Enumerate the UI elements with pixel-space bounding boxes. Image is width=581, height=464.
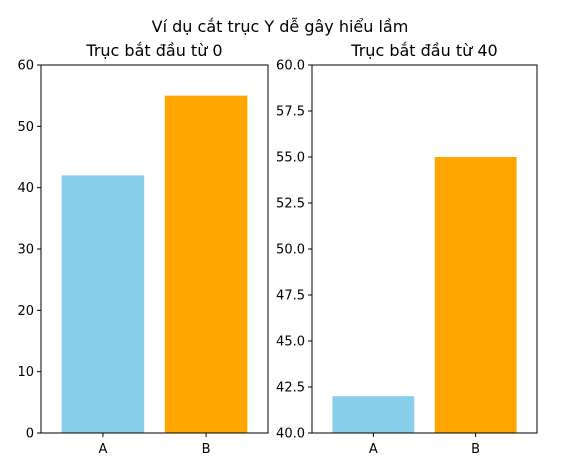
left-x-tick-label-a: A xyxy=(98,442,107,457)
right-y-tick-label: 45.0 xyxy=(276,335,305,350)
left-x-tick-label-b: B xyxy=(202,442,211,457)
right-bar-b xyxy=(434,157,517,433)
figure-suptitle: Ví dụ cắt trục Y dễ gây hiểu lầm xyxy=(152,17,409,36)
right-y-tick-label: 60.0 xyxy=(276,59,305,74)
right-bar-a xyxy=(332,396,415,433)
right-chart-panel: Trục bắt đầu từ 40 A B 40.0 42.5 45.0 47.5 50.0… xyxy=(276,41,538,457)
left-chart-panel: Trục bắt đầu từ 0 A B 0 10 20 30 40 50 60 xyxy=(17,41,269,457)
right-y-tick-label: 42.5 xyxy=(276,381,305,396)
right-y-tick-label: 57.5 xyxy=(276,105,305,120)
left-bar-a xyxy=(61,175,145,433)
left-y-tick-label: 30 xyxy=(17,243,34,258)
right-y-tick-label: 40.0 xyxy=(276,427,305,442)
left-y-tick-label: 20 xyxy=(17,304,34,319)
right-y-tick-label: 52.5 xyxy=(276,197,305,212)
left-bar-b xyxy=(164,95,248,434)
left-axes-frame xyxy=(40,64,269,434)
right-y-tick-label: 50.0 xyxy=(276,243,305,258)
left-chart-title: Trục bắt đầu từ 0 xyxy=(85,41,222,60)
left-y-tick-label: 0 xyxy=(26,427,34,442)
right-axes-frame xyxy=(311,64,538,434)
right-y-tick-label: 47.5 xyxy=(276,289,305,304)
right-x-tick-label-b: B xyxy=(471,442,480,457)
left-y-tick-label: 60 xyxy=(17,59,34,74)
right-chart-title: Trục bắt đầu từ 40 xyxy=(350,41,497,60)
right-x-tick-label-a: A xyxy=(369,442,378,457)
left-y-tick-label: 50 xyxy=(17,120,34,135)
right-y-tick-label: 55.0 xyxy=(276,151,305,166)
left-y-tick-label: 10 xyxy=(17,365,34,380)
left-y-tick-label: 40 xyxy=(17,181,34,196)
